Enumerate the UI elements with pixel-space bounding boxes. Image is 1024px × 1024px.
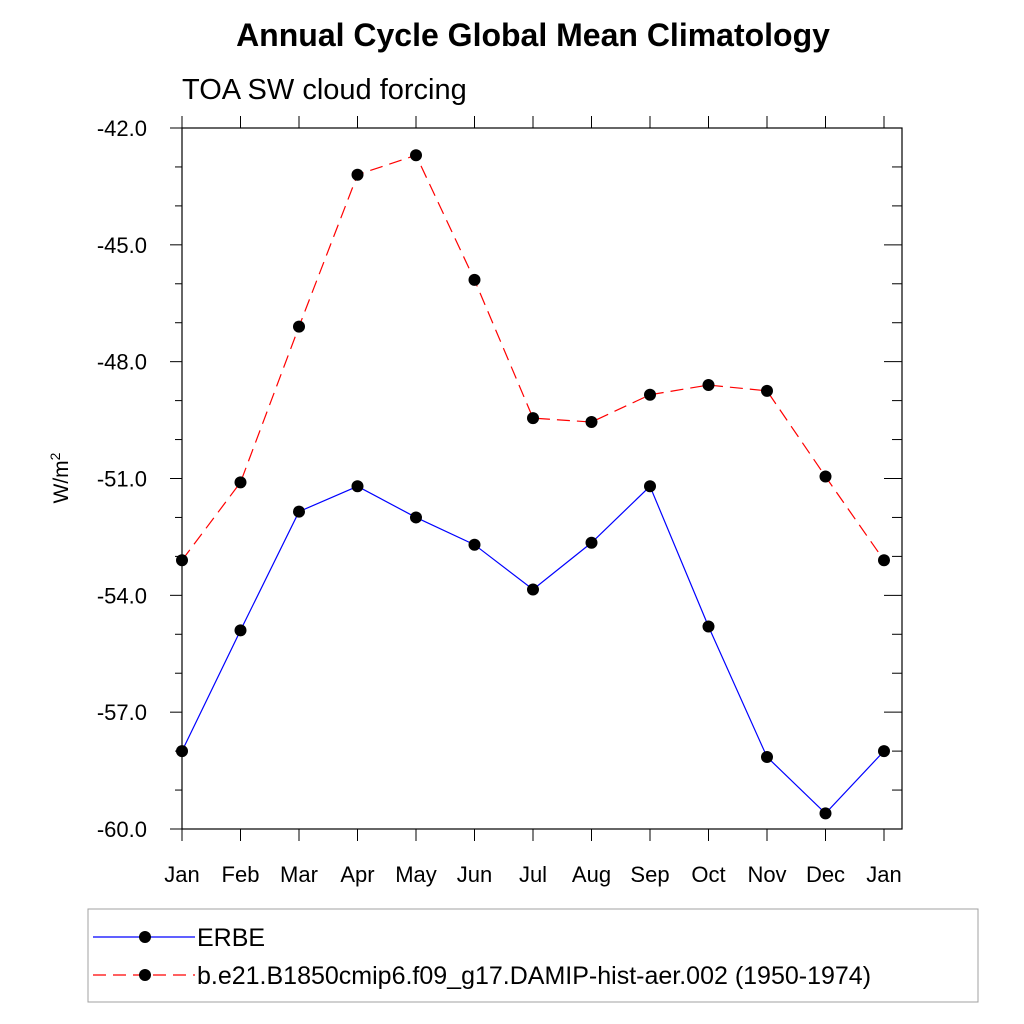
data-point <box>819 807 832 820</box>
y-tick-label: -51.0 <box>97 467 147 492</box>
x-tick-label: Dec <box>806 862 845 887</box>
data-point <box>293 320 305 333</box>
legend-marker <box>139 931 151 943</box>
y-tick-label: -45.0 <box>97 233 147 258</box>
data-point <box>293 505 305 518</box>
axes: Jan Feb Mar Apr May Jun Jul Aug Sep Oct Nov Dec Jan-… <box>97 116 902 887</box>
x-tick-label: Aug <box>572 862 611 887</box>
x-tick-label: Feb <box>222 862 260 887</box>
data-point <box>527 583 539 596</box>
data-point <box>410 149 422 162</box>
x-tick-label: Nov <box>747 862 786 887</box>
x-tick-label: Sep <box>630 862 669 887</box>
x-tick-label: Jul <box>519 862 547 887</box>
data-point <box>878 554 890 567</box>
data-point <box>761 750 773 763</box>
data-point <box>351 480 364 493</box>
y-tick-label: -60.0 <box>97 817 147 842</box>
data-point <box>878 745 890 758</box>
y-axis-label-superscript: 2 <box>47 452 63 460</box>
legend-box <box>87 908 979 1003</box>
series-line-model <box>181 154 885 561</box>
data-point <box>585 416 598 429</box>
chart-title: Annual Cycle Global Mean Climatology <box>236 17 830 53</box>
data-point <box>527 412 539 425</box>
x-tick-label: Oct <box>691 862 725 887</box>
x-tick-label: Jun <box>457 862 492 887</box>
data-point <box>176 554 188 567</box>
data-point <box>234 624 247 637</box>
x-tick-label: May <box>395 862 437 887</box>
y-tick-label: -42.0 <box>97 116 147 141</box>
data-point <box>644 388 656 401</box>
legend: ERBE b.e21.B1850cmip6.f09_g17.DAMIP-hist-… <box>93 924 871 990</box>
series-layer <box>176 149 890 820</box>
data-point <box>410 511 422 524</box>
data-point <box>644 480 656 493</box>
legend-label: ERBE <box>197 924 265 952</box>
x-tick-label: Apr <box>340 862 374 887</box>
series-line-erbe <box>181 485 885 815</box>
chart-subtitle: TOA SW cloud forcing <box>182 74 467 106</box>
data-point <box>819 470 832 483</box>
y-axis-label: W/m2 <box>47 452 73 503</box>
legend-label: b.e21.B1850cmip6.f09_g17.DAMIP-hist-aer.… <box>197 962 871 990</box>
x-tick-label: Jan <box>164 862 199 887</box>
data-point <box>585 536 598 549</box>
data-point <box>351 168 364 181</box>
data-point <box>468 538 481 551</box>
y-tick-label: -57.0 <box>97 700 147 725</box>
x-tick-label: Jan <box>866 862 901 887</box>
data-point <box>234 476 247 489</box>
plot-frame <box>181 127 903 830</box>
x-tick-label: Mar <box>280 862 318 887</box>
legend-marker <box>139 969 151 981</box>
y-axis-label-text: W/m <box>50 460 73 503</box>
y-tick-label: -54.0 <box>97 583 147 608</box>
y-tick-label: -48.0 <box>97 350 147 375</box>
data-point <box>702 620 715 633</box>
data-point <box>702 379 715 392</box>
data-point <box>468 273 481 286</box>
data-point <box>176 745 188 758</box>
data-point <box>761 384 773 397</box>
